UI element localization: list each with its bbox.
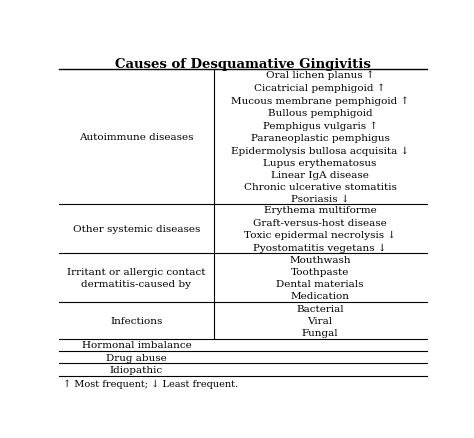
Text: Oral lichen planus ↑
Cicatricial pemphigoid ↑
Mucous membrane pemphigoid ↑
Bullo: Oral lichen planus ↑ Cicatricial pemphig… <box>231 71 409 204</box>
Text: Hormonal imbalance: Hormonal imbalance <box>82 341 191 350</box>
Text: ↑ Most frequent; ↓ Least frequent.: ↑ Most frequent; ↓ Least frequent. <box>63 379 238 388</box>
Text: Mouthwash
Toothpaste
Dental materials
Medication: Mouthwash Toothpaste Dental materials Me… <box>276 255 364 300</box>
Text: Other systemic diseases: Other systemic diseases <box>73 225 200 233</box>
Text: Causes of Desquamative Gingivitis: Causes of Desquamative Gingivitis <box>115 58 371 71</box>
Text: Infections: Infections <box>110 316 163 325</box>
Text: Irritant or allergic contact
dermatitis-caused by: Irritant or allergic contact dermatitis-… <box>67 267 206 289</box>
Text: Autoimmune diseases: Autoimmune diseases <box>79 133 194 142</box>
Text: Drug abuse: Drug abuse <box>106 353 167 362</box>
Text: Erythema multiforme
Graft-versus-host disease
Toxic epidermal necrolysis ↓
Pyost: Erythema multiforme Graft-versus-host di… <box>244 206 396 252</box>
Text: Bacterial
Viral
Fungal: Bacterial Viral Fungal <box>296 304 344 337</box>
Text: Idiopathic: Idiopathic <box>110 365 163 374</box>
